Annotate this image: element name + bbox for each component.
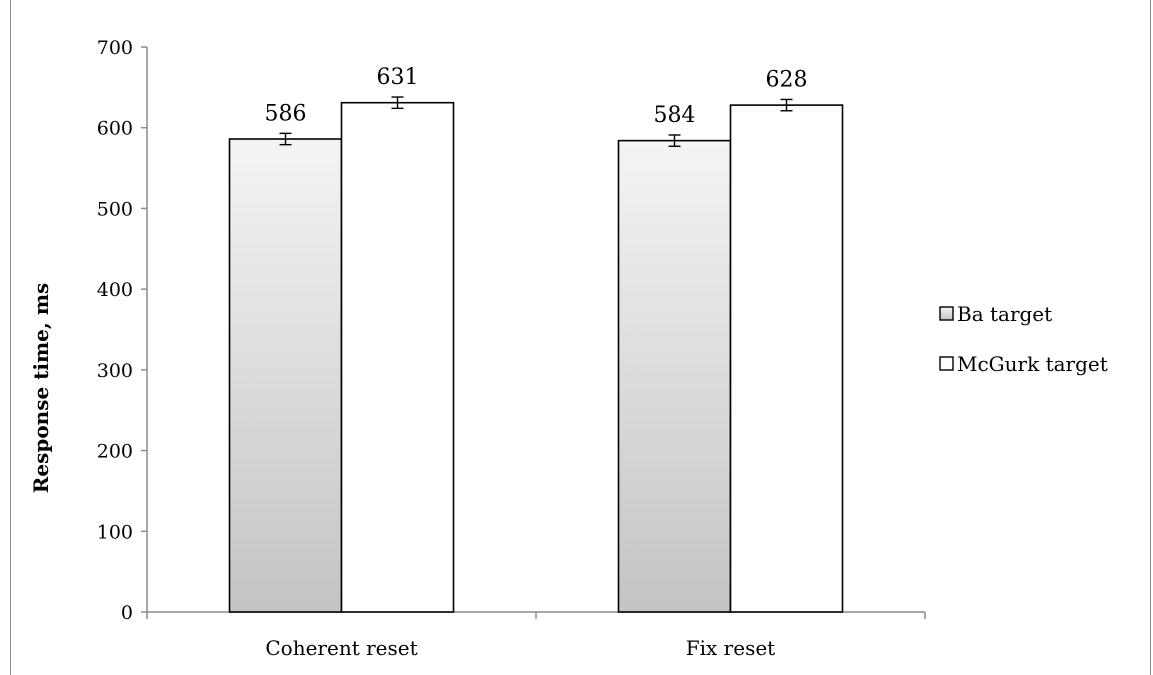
y-tick-label: 0 <box>121 602 133 624</box>
y-tick-label: 300 <box>97 360 133 382</box>
data-label: 628 <box>766 67 808 92</box>
y-axis: 0 100 200 300 400 500 600 700 <box>97 37 148 624</box>
legend-swatch <box>939 356 954 371</box>
x-axis: Coherent reset Fix reset <box>146 611 926 660</box>
y-tick-label: 500 <box>97 198 133 220</box>
y-tick-label: 400 <box>97 279 133 301</box>
y-axis-title: Response time, ms <box>29 283 53 494</box>
y-tick-label: 700 <box>97 37 133 59</box>
legend: Ba target McGurk target <box>939 302 1108 376</box>
chart-frame <box>10 0 1151 675</box>
data-label: 584 <box>654 103 696 128</box>
bar-ba-target <box>617 139 732 613</box>
error-bars <box>279 96 793 147</box>
x-category-label: Coherent reset <box>265 636 417 660</box>
legend-label: Ba target <box>957 302 1052 326</box>
y-tick-label: 100 <box>97 521 133 543</box>
x-category-label: Fix reset <box>686 636 775 660</box>
legend-swatch <box>939 306 954 321</box>
bar-ba-target <box>228 138 343 613</box>
bars <box>228 101 844 613</box>
data-labels: 586 631 584 628 <box>265 65 808 128</box>
legend-label: McGurk target <box>957 352 1108 376</box>
data-label: 586 <box>265 101 307 126</box>
y-tick-label: 200 <box>97 441 133 463</box>
bar-mcgurk-target <box>729 104 844 613</box>
data-label: 631 <box>377 65 419 90</box>
bar-mcgurk-target <box>340 101 455 613</box>
y-tick-label: 600 <box>97 118 133 140</box>
